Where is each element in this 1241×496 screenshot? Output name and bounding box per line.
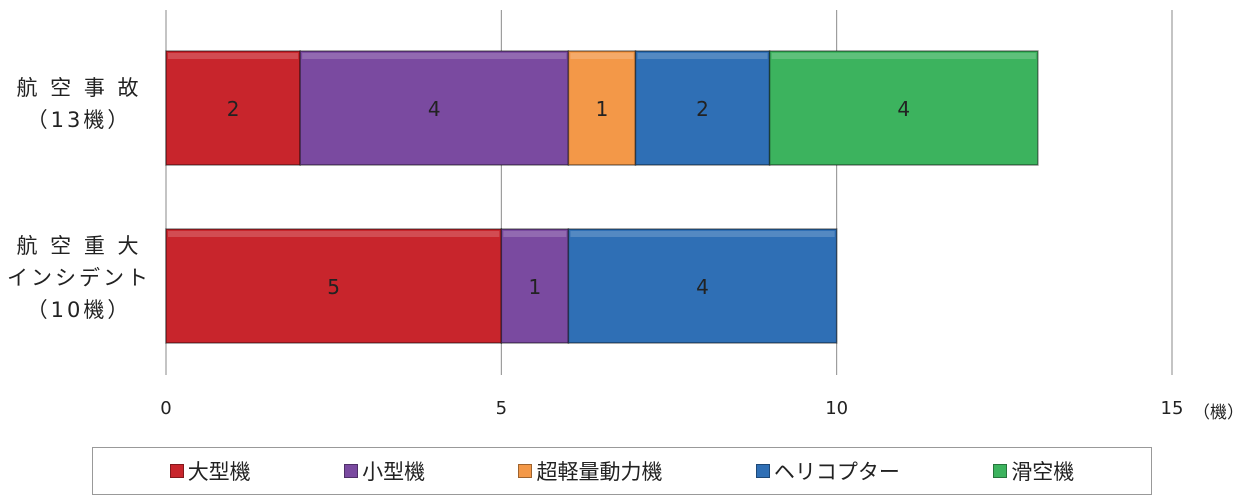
- bar: [165, 228, 503, 344]
- bar-highlight: [503, 231, 567, 237]
- legend-label: 大型機: [187, 460, 251, 484]
- bar-highlight: [637, 53, 768, 59]
- category-label-line: インシデント: [7, 266, 151, 290]
- bar-highlight: [168, 53, 299, 59]
- bar: [567, 228, 838, 344]
- chart-canvas: 2 4 1 2 4 5 1 4 0 5 10 15: [160, 10, 1183, 419]
- bar-segment: 4: [768, 50, 1039, 166]
- data-label: 1: [596, 97, 609, 121]
- legend: 大型機 小型機 超軽量動力機 ヘリコプター 滑空機: [92, 447, 1152, 495]
- data-label: 4: [696, 275, 709, 299]
- bar-segment: 1: [567, 50, 637, 166]
- bar-segment: 1: [500, 228, 570, 344]
- legend-swatch: [344, 464, 359, 478]
- category-label-line: （10機）: [26, 298, 132, 322]
- x-tick-label: 0: [160, 398, 171, 419]
- bar-segment: 2: [165, 50, 301, 166]
- category-label-line: 航 空 事 故: [16, 76, 142, 100]
- category-label-line: 航 空 重 大: [16, 234, 142, 258]
- bar-segment: 4: [299, 50, 570, 166]
- x-axis-ticks: 0 5 10 15: [160, 398, 1183, 419]
- legend-label: 滑空機: [1011, 460, 1075, 484]
- category-label: 航 空 重 大インシデント （10機）: [0, 230, 158, 326]
- bar-highlight: [771, 53, 1036, 59]
- data-label: 2: [227, 97, 240, 121]
- data-label: 4: [897, 97, 910, 121]
- data-label: 2: [696, 97, 709, 121]
- bar-highlight: [302, 53, 567, 59]
- bar: [165, 50, 301, 166]
- data-label: 5: [327, 275, 340, 299]
- x-tick-label: 15: [1161, 398, 1184, 419]
- bar-highlight: [570, 53, 634, 59]
- x-tick-label: 5: [496, 398, 507, 419]
- data-label: 4: [428, 97, 441, 121]
- bar: [567, 50, 637, 166]
- legend-swatch: [518, 464, 533, 478]
- legend-item: 超軽量動力機: [518, 456, 662, 486]
- legend-item: 大型機: [169, 456, 251, 486]
- bar: [634, 50, 771, 166]
- legend-swatch: [993, 464, 1008, 478]
- data-label: 1: [528, 275, 541, 299]
- bar: [299, 50, 570, 166]
- bar-segment: 5: [165, 228, 503, 344]
- bar: [768, 50, 1039, 166]
- legend-item: 小型機: [344, 456, 425, 486]
- bar-segment: 4: [567, 228, 838, 344]
- bar-highlight: [168, 231, 500, 237]
- legend-label: 超軽量動力機: [536, 460, 663, 484]
- legend-item: ヘリコプター: [755, 456, 900, 486]
- bar-segment: 2: [634, 50, 771, 166]
- x-tick-label: 10: [825, 398, 848, 419]
- category-label: 航 空 事 故 （13機）: [0, 72, 158, 136]
- bar: [500, 228, 570, 344]
- x-axis-unit: （機）: [1193, 403, 1241, 423]
- category-label-line: （13機）: [26, 108, 132, 132]
- chart-bars: 2 4 1 2 4 5 1 4: [165, 50, 1039, 344]
- legend-swatch: [169, 464, 184, 478]
- legend-label: 小型機: [362, 460, 426, 484]
- legend-swatch: [755, 464, 770, 478]
- legend-item: 滑空機: [993, 456, 1074, 486]
- legend-label: ヘリコプター: [773, 460, 900, 484]
- bar-highlight: [570, 231, 835, 237]
